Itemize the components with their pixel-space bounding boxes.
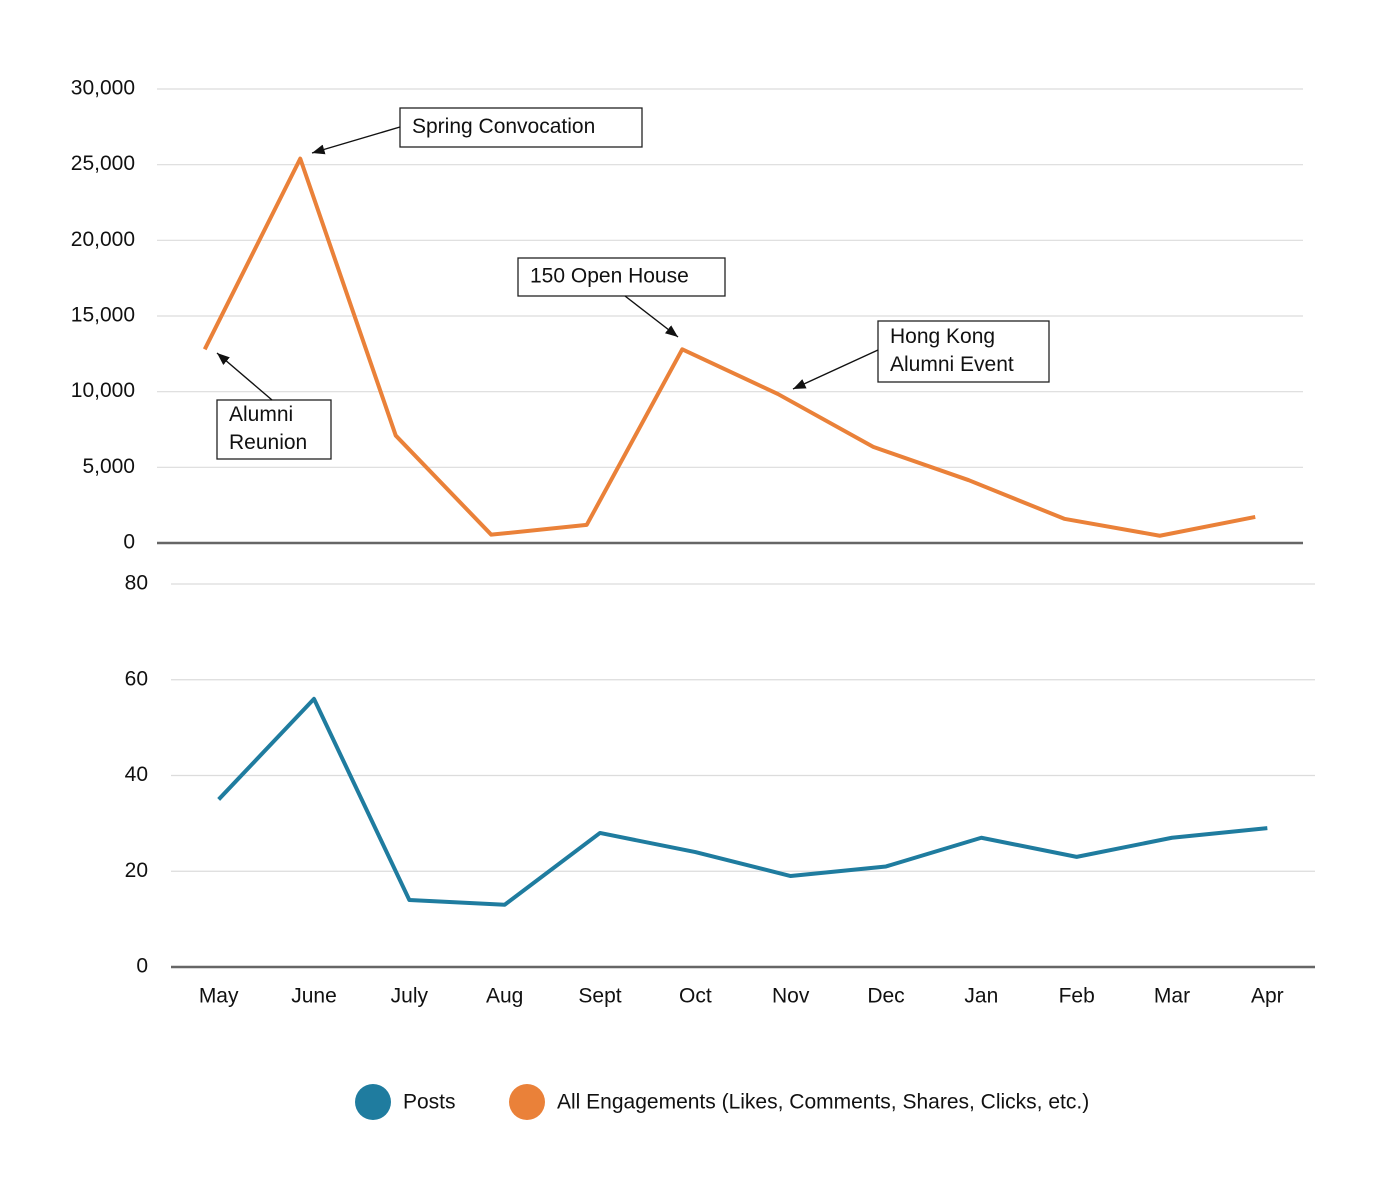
y-tick-label: 80 <box>125 572 148 595</box>
y-tick-label: 60 <box>125 667 148 690</box>
annotation-text: Hong Kong <box>890 325 995 348</box>
x-tick-label: July <box>391 985 429 1008</box>
y-tick-label: 40 <box>125 763 148 786</box>
y-tick-label: 30,000 <box>71 77 135 100</box>
x-tick-label: Dec <box>867 985 904 1008</box>
line-series <box>202 156 1256 538</box>
x-tick-label: May <box>199 985 239 1008</box>
y-tick-label: 20 <box>125 859 148 882</box>
y-tick-label: 10,000 <box>71 379 135 402</box>
line-series <box>217 696 1268 907</box>
annotation-text: Reunion <box>229 431 307 454</box>
x-tick-label: June <box>291 985 337 1008</box>
legend-swatch <box>509 1084 545 1120</box>
annotation-arrow <box>216 352 273 401</box>
annotation-arrow <box>792 349 879 390</box>
legend-label: All Engagements (Likes, Comments, Shares… <box>557 1091 1089 1114</box>
y-tick-label: 0 <box>136 955 148 978</box>
x-tick-label: Apr <box>1251 985 1284 1008</box>
x-tick-label: Jan <box>964 985 998 1008</box>
y-tick-label: 20,000 <box>71 228 135 251</box>
annotation-text: 150 Open House <box>530 265 689 288</box>
annotation-text: Alumni <box>229 403 293 426</box>
y-tick-label: 5,000 <box>82 455 135 478</box>
annotation-arrow <box>624 295 679 338</box>
x-tick-label: Oct <box>679 985 712 1008</box>
legend-swatch <box>355 1084 391 1120</box>
annotation-box <box>517 257 726 297</box>
annotation-text: Alumni Event <box>890 353 1014 376</box>
legend-label: Posts <box>403 1091 456 1114</box>
annotation-box <box>399 107 643 148</box>
x-tick-label: Sept <box>578 985 621 1008</box>
x-tick-label: Feb <box>1059 985 1095 1008</box>
annotation-arrow <box>311 126 401 155</box>
x-tick-label: Mar <box>1154 985 1190 1008</box>
y-tick-label: 15,000 <box>71 304 135 327</box>
y-tick-label: 25,000 <box>71 152 135 175</box>
x-tick-label: Nov <box>772 985 810 1008</box>
annotation-text: Spring Convocation <box>412 115 595 138</box>
y-tick-label: 0 <box>123 531 135 554</box>
annotation-box <box>877 320 1050 383</box>
annotation-box <box>216 399 332 460</box>
x-tick-label: Aug <box>486 985 523 1008</box>
